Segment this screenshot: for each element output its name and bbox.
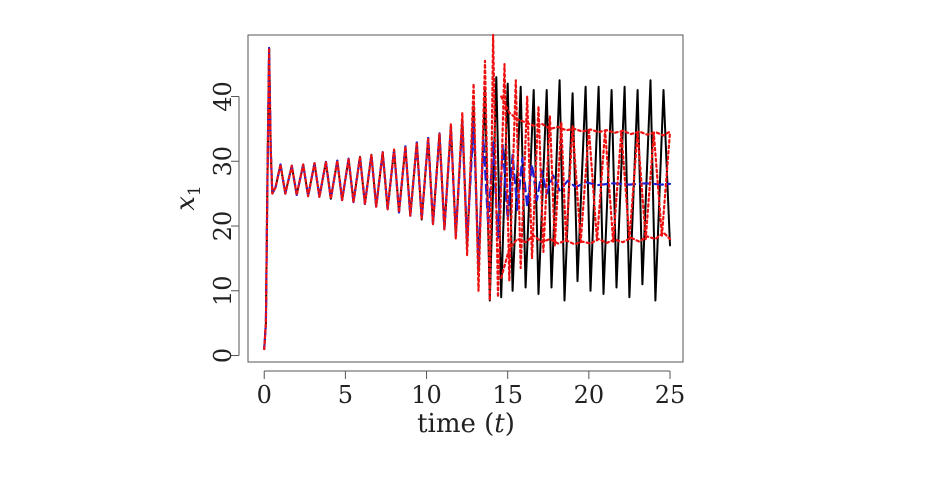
series-line-4	[500, 95, 672, 137]
y-tick-label-0: 0	[209, 348, 237, 363]
y-tick-label-10: 10	[209, 275, 237, 306]
x-tick-label-10: 10	[411, 381, 442, 409]
y-tick-label-30: 30	[209, 146, 237, 177]
x-tick-label-0: 0	[257, 381, 272, 409]
y-tick-label-40: 40	[209, 81, 237, 112]
x-tick-label-20: 20	[574, 381, 605, 409]
plot-frame	[247, 34, 684, 363]
x-axis: 0 5 10 15 20 25	[257, 370, 686, 409]
y-tick-label-20: 20	[209, 211, 237, 242]
series-line-2	[263, 33, 672, 351]
x-tick-label-25: 25	[655, 381, 686, 409]
series-line-1	[263, 46, 672, 351]
y-axis-label: x1	[171, 185, 205, 211]
x-tick-label-15: 15	[492, 381, 523, 409]
series-line-0	[263, 47, 671, 350]
x-tick-label-5: 5	[338, 381, 353, 409]
series-line-3	[500, 231, 672, 279]
y-axis: 0 10 20 30 40	[209, 81, 240, 363]
x-axis-label: time (t)	[417, 409, 515, 439]
series-layer	[263, 33, 672, 351]
